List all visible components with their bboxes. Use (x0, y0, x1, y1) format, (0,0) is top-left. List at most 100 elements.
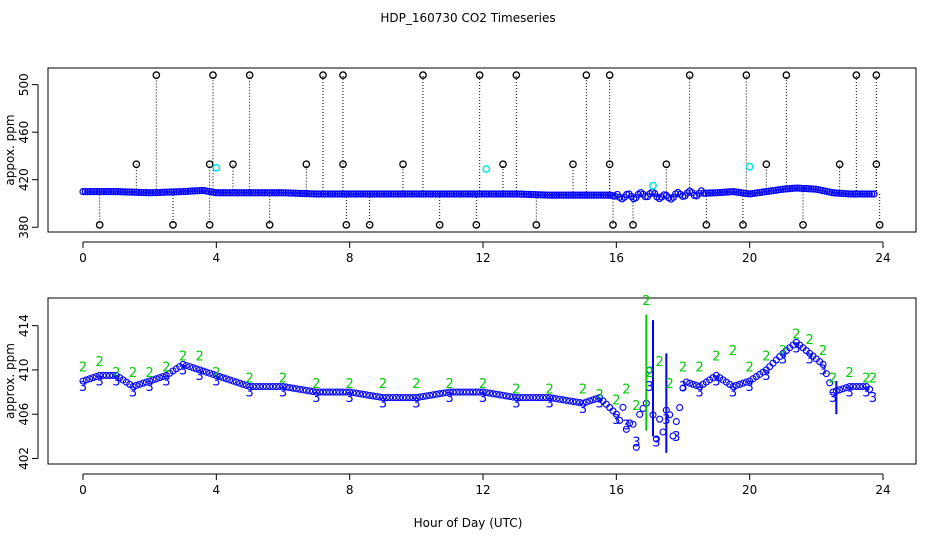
bottom-x-tick-label: 8 (346, 483, 354, 497)
bottom-series-point (612, 410, 620, 418)
bottom-series-point (179, 360, 187, 368)
outlier-point-high (339, 71, 347, 79)
bottom-marker-3: 3 (596, 397, 604, 412)
bottom-series-point (322, 388, 330, 396)
bottom-marker-3: 3 (196, 369, 204, 384)
top-series-point (287, 189, 295, 197)
bottom-series-point (182, 361, 190, 370)
bottom-series-point (102, 371, 110, 380)
top-series-point (830, 189, 838, 197)
bottom-series-point (462, 388, 470, 396)
top-series-point (357, 190, 365, 198)
top-y-axis-label: appox. ppm (3, 114, 17, 185)
top-series-point (98, 187, 106, 196)
bottom-series-point (202, 368, 210, 376)
top-series-point (343, 190, 351, 198)
top-series-point (352, 190, 360, 198)
bottom-series-point (326, 388, 334, 396)
bottom-series-point (276, 382, 284, 391)
top-series-point (275, 189, 283, 197)
bottom-marker-3: 3 (869, 391, 877, 406)
bottom-series-point (659, 428, 667, 436)
bottom-series-point (469, 388, 477, 396)
bottom-series-point (349, 389, 357, 397)
bottom-x-tick-label: 16 (609, 483, 624, 497)
outlier-point-mid (569, 160, 577, 169)
bottom-series-point (399, 394, 407, 402)
outlier-point-low (739, 221, 747, 229)
top-series-point (156, 188, 164, 197)
bottom-marker-3: 3 (279, 386, 287, 401)
bottom-series-point (592, 395, 600, 403)
bottom-series-point (446, 388, 454, 396)
outlier-point-low (169, 221, 177, 229)
top-series-point (560, 191, 568, 199)
bottom-series-point (656, 415, 664, 423)
top-series-point (375, 190, 383, 198)
top-series-point (277, 189, 285, 197)
bottom-series-point (289, 384, 297, 392)
bottom-marker-3: 3 (819, 363, 827, 378)
top-series-point (109, 187, 117, 196)
top-x-tick-label: 0 (79, 251, 87, 265)
bottom-series-point (736, 380, 744, 388)
bottom-series-point (652, 435, 660, 443)
top-series-point (539, 191, 547, 199)
bottom-series-point (499, 391, 507, 399)
bottom-series-point (529, 394, 537, 402)
top-series-point (301, 189, 309, 198)
bottom-marker-2: 2 (412, 377, 420, 392)
outlier-point-low (265, 221, 274, 229)
bottom-series-point (262, 382, 270, 391)
bottom-marker-2: 2 (862, 372, 870, 387)
top-series-point (520, 190, 528, 198)
bottom-series-point (369, 392, 377, 400)
bottom-series-point (196, 366, 204, 374)
bottom-series-point (372, 392, 380, 401)
top-series-point (718, 188, 726, 196)
top-series-point (721, 188, 729, 196)
bottom-series-point (199, 367, 207, 375)
bottom-series-point (482, 389, 490, 397)
top-series-point (550, 191, 558, 199)
bottom-series-point (382, 394, 390, 402)
top-series-point (786, 184, 794, 193)
top-series-point (501, 190, 509, 198)
top-x-tick-label: 16 (609, 251, 624, 265)
bottom-marker-2: 2 (829, 372, 837, 387)
outlier-point-low (609, 221, 617, 229)
bottom-series-point (106, 371, 114, 380)
top-series-point (249, 189, 257, 197)
top-series-point (91, 187, 99, 196)
bottom-series-point (676, 404, 684, 412)
top-series-point (704, 189, 712, 197)
bottom-marker-3: 3 (79, 380, 87, 395)
bottom-marker-3: 3 (862, 386, 870, 401)
bottom-series-point (849, 382, 857, 391)
bottom-marker-3: 3 (162, 374, 170, 389)
bottom-series-point (532, 394, 540, 402)
bottom-series-point (99, 371, 107, 380)
outlier-point-high (245, 71, 254, 79)
bottom-series-point (92, 373, 100, 381)
top-series-point (266, 189, 274, 197)
top-series-point (473, 190, 481, 198)
top-series-point (494, 190, 502, 198)
top-series-point (177, 188, 185, 196)
bottom-series-point (552, 395, 560, 403)
outlier-point-high (512, 71, 521, 79)
bottom-series-point (302, 386, 310, 394)
top-series-point (163, 188, 171, 196)
bottom-series-point (506, 392, 514, 401)
bottom-series-point (206, 369, 214, 377)
top-series-point (779, 185, 787, 193)
top-series-point (233, 189, 241, 197)
outlier-point-mid (605, 160, 614, 169)
bottom-series-point (386, 394, 394, 402)
top-series-point (396, 190, 404, 198)
top-series-point (809, 185, 817, 193)
top-series-point (270, 189, 278, 197)
